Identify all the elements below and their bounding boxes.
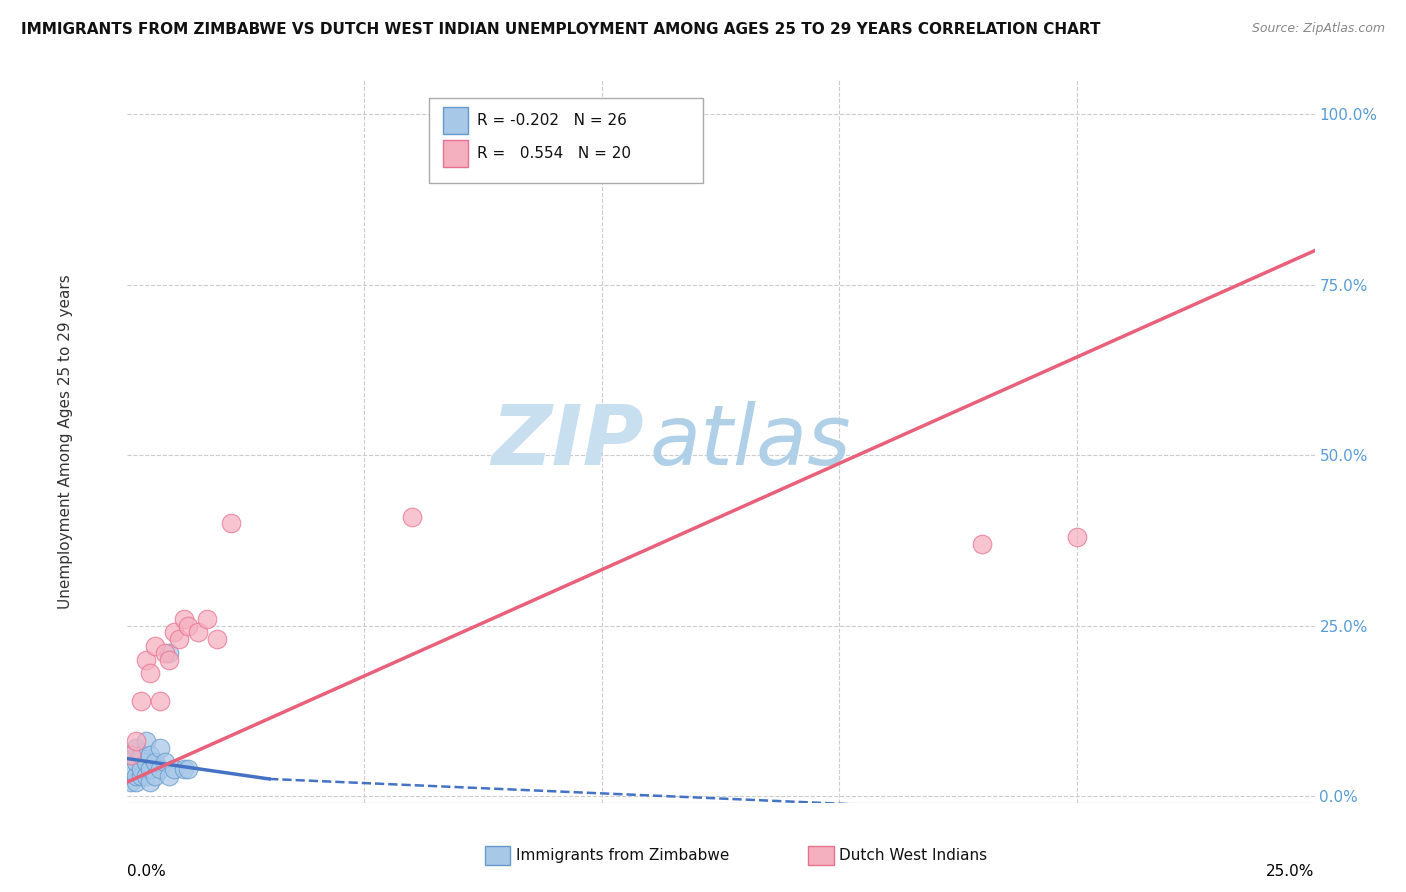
Point bbox=[401, 509, 423, 524]
Text: IMMIGRANTS FROM ZIMBABWE VS DUTCH WEST INDIAN UNEMPLOYMENT AMONG AGES 25 TO 29 Y: IMMIGRANTS FROM ZIMBABWE VS DUTCH WEST I… bbox=[21, 22, 1101, 37]
Point bbox=[153, 646, 176, 660]
Text: Dutch West Indians: Dutch West Indians bbox=[839, 848, 987, 863]
Text: ZIP: ZIP bbox=[491, 401, 644, 482]
Point bbox=[129, 748, 152, 763]
Point bbox=[125, 734, 148, 748]
Point bbox=[970, 537, 993, 551]
Text: 0.0%: 0.0% bbox=[127, 864, 166, 880]
Point bbox=[129, 768, 152, 782]
Point bbox=[143, 639, 166, 653]
Point bbox=[143, 755, 166, 769]
Point bbox=[163, 762, 186, 776]
Point bbox=[139, 748, 162, 763]
Text: R =   0.554   N = 20: R = 0.554 N = 20 bbox=[477, 146, 631, 161]
Point bbox=[153, 755, 176, 769]
Point bbox=[195, 612, 218, 626]
Point bbox=[143, 768, 166, 782]
Point bbox=[125, 775, 148, 789]
Point bbox=[135, 734, 157, 748]
Point bbox=[177, 762, 200, 776]
Point bbox=[157, 646, 180, 660]
Point bbox=[173, 612, 195, 626]
Point bbox=[125, 755, 148, 769]
Point bbox=[125, 741, 148, 756]
Point bbox=[135, 653, 157, 667]
Point bbox=[125, 768, 148, 782]
Point bbox=[129, 693, 152, 707]
Point bbox=[139, 666, 162, 681]
Point bbox=[120, 762, 142, 776]
Text: 25.0%: 25.0% bbox=[1267, 864, 1315, 880]
Point bbox=[149, 741, 172, 756]
Point bbox=[135, 755, 157, 769]
Point bbox=[149, 762, 172, 776]
Point bbox=[177, 618, 200, 632]
Point bbox=[167, 632, 190, 647]
Point bbox=[129, 762, 152, 776]
Point bbox=[187, 625, 209, 640]
Point bbox=[135, 768, 157, 782]
Point bbox=[173, 762, 195, 776]
Text: R = -0.202   N = 26: R = -0.202 N = 26 bbox=[477, 113, 627, 128]
Point bbox=[157, 653, 180, 667]
Point bbox=[163, 625, 186, 640]
Point bbox=[149, 693, 172, 707]
Point bbox=[120, 748, 142, 763]
Y-axis label: Unemployment Among Ages 25 to 29 years: Unemployment Among Ages 25 to 29 years bbox=[58, 274, 73, 609]
Text: Source: ZipAtlas.com: Source: ZipAtlas.com bbox=[1251, 22, 1385, 36]
Point bbox=[1066, 530, 1088, 544]
Point bbox=[205, 632, 228, 647]
Point bbox=[120, 775, 142, 789]
Text: atlas: atlas bbox=[650, 401, 851, 482]
Point bbox=[139, 762, 162, 776]
Point bbox=[219, 516, 242, 531]
Point bbox=[120, 748, 142, 763]
Text: Immigrants from Zimbabwe: Immigrants from Zimbabwe bbox=[516, 848, 730, 863]
Point bbox=[157, 768, 180, 782]
Point bbox=[139, 775, 162, 789]
